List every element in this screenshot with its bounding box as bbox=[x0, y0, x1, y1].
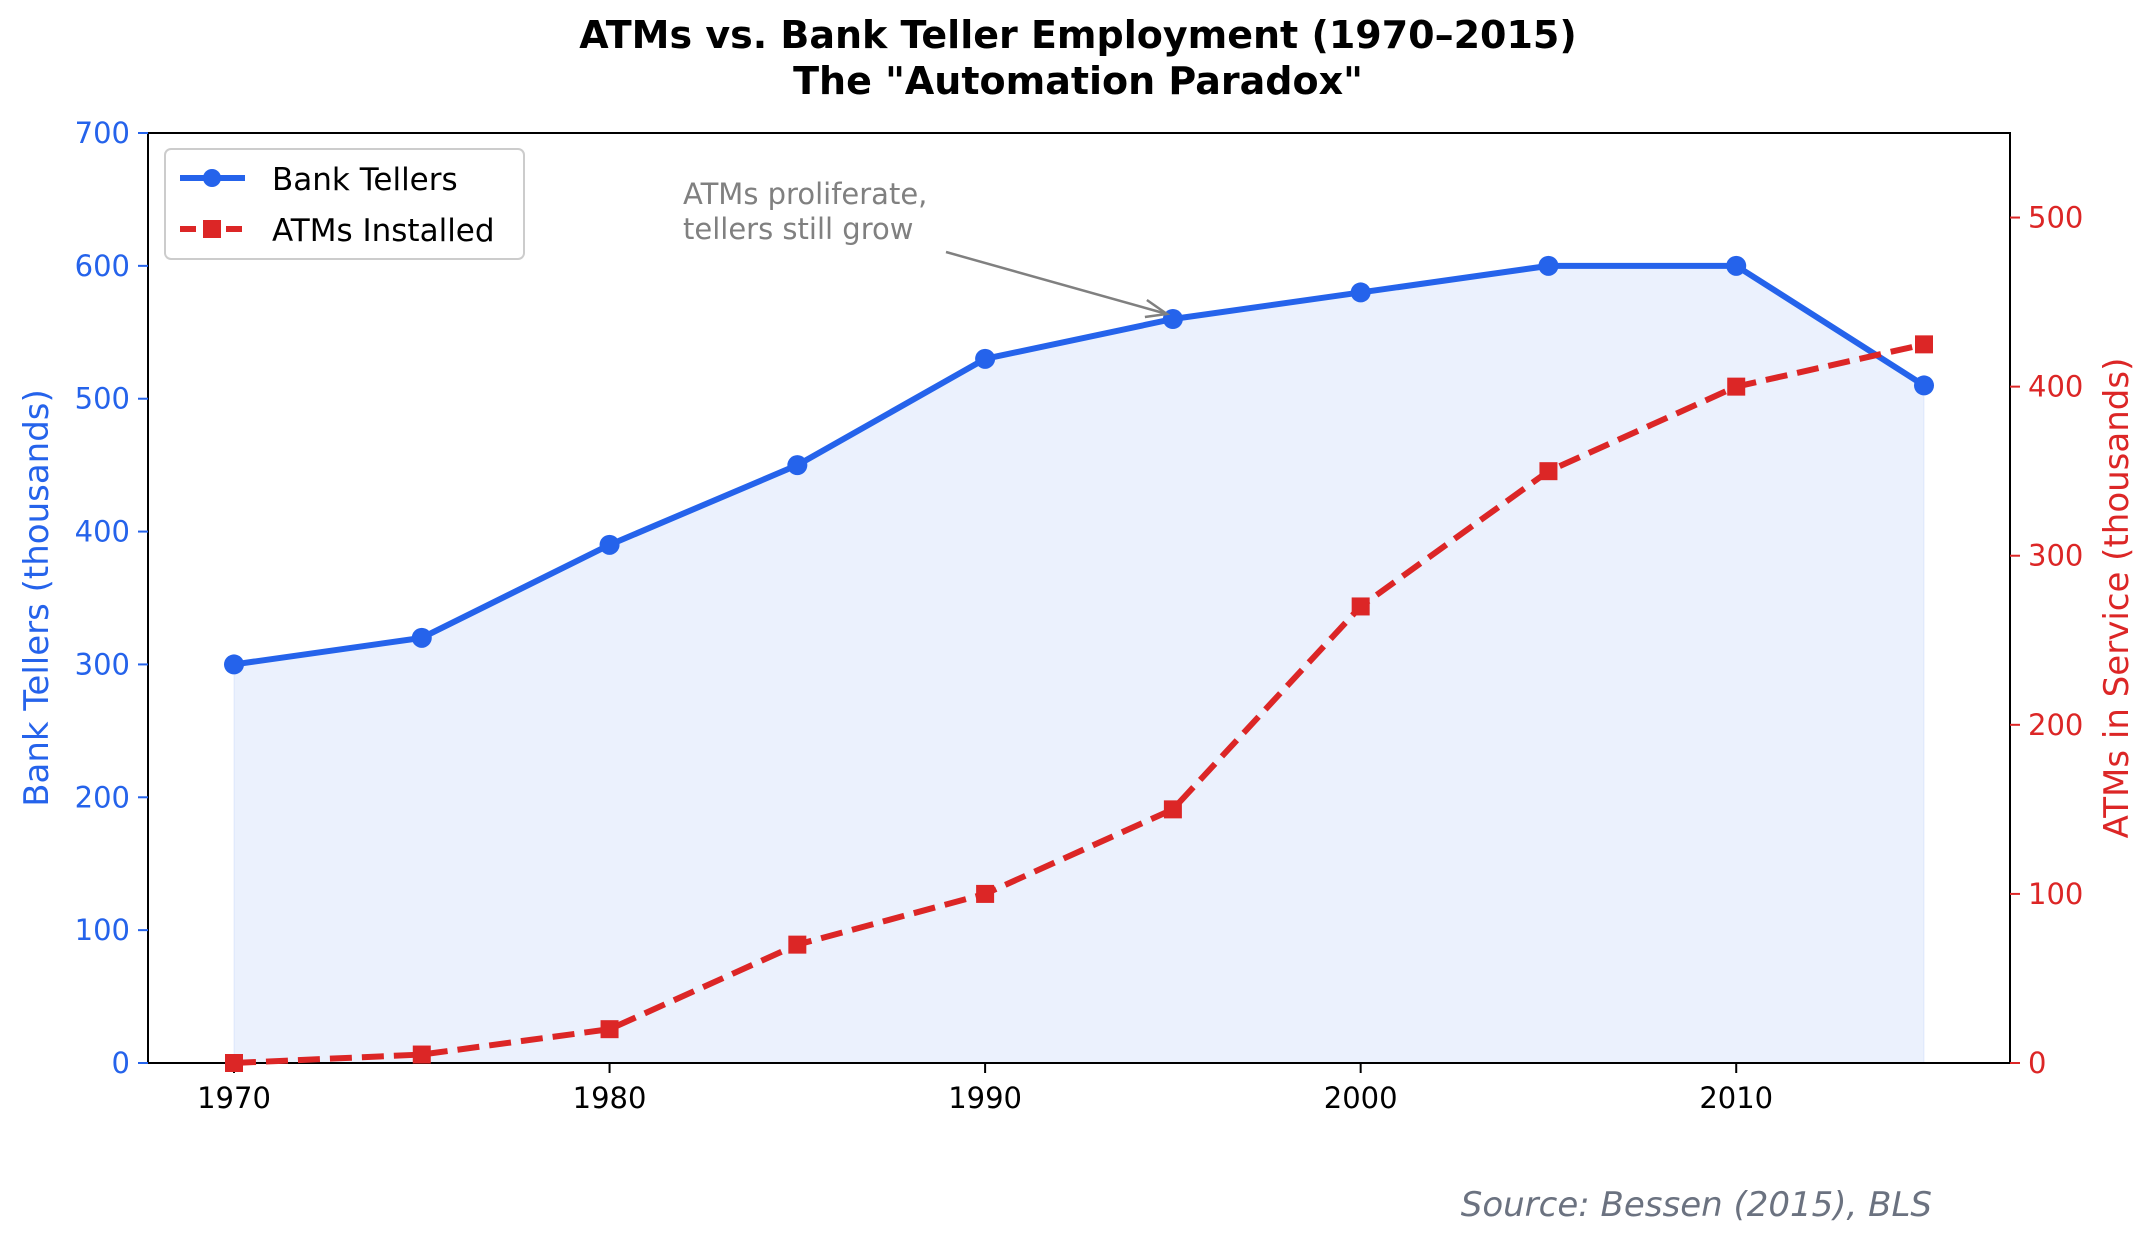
legend-marker-atms bbox=[203, 220, 221, 238]
y-left-tick-label: 0 bbox=[112, 1046, 130, 1080]
tellers-point bbox=[975, 348, 996, 369]
legend-marker-tellers bbox=[203, 169, 221, 187]
atms-point bbox=[1727, 377, 1746, 396]
tellers-point bbox=[1350, 282, 1371, 303]
legend: Bank Tellers ATMs Installed bbox=[164, 148, 525, 260]
annotation-line-1: ATMs proliferate, bbox=[683, 177, 927, 211]
annotation-line-2: tellers still grow bbox=[683, 212, 913, 246]
legend-box bbox=[164, 148, 525, 260]
y-left-tick-label: 300 bbox=[75, 647, 130, 681]
tellers-point bbox=[224, 654, 244, 675]
legend-label-tellers: Bank Tellers bbox=[272, 162, 458, 198]
atms-point bbox=[976, 884, 995, 903]
tellers-point bbox=[787, 455, 808, 476]
tellers-point bbox=[1726, 255, 1747, 276]
y-axis-label-right: ATMs in Service (thousands) bbox=[2097, 358, 2137, 839]
source-note: Source: Bessen (2015), BLS bbox=[1461, 1185, 1932, 1225]
y-left-tick-label: 500 bbox=[75, 382, 130, 416]
tellers-point bbox=[411, 627, 432, 648]
legend-label-atms: ATMs Installed bbox=[272, 213, 495, 249]
x-tick-label: 2010 bbox=[1699, 1081, 1773, 1115]
x-tick-label: 1980 bbox=[573, 1081, 647, 1115]
y-left-tick-label: 700 bbox=[75, 116, 130, 150]
y-left-tick-label: 100 bbox=[75, 913, 130, 947]
atms-line bbox=[233, 341, 1925, 1066]
x-tick-label: 2000 bbox=[1324, 1081, 1398, 1115]
atms-point bbox=[225, 1054, 243, 1072]
y-right-tick-label: 400 bbox=[2028, 370, 2083, 404]
atms-point bbox=[1915, 335, 1933, 354]
annotation-arrowhead bbox=[1144, 298, 1171, 319]
y-right-tick-label: 200 bbox=[2028, 708, 2083, 742]
y-left-tick-label: 400 bbox=[75, 515, 130, 549]
x-tick-label: 1990 bbox=[948, 1081, 1022, 1115]
tellers-point bbox=[1914, 375, 1934, 396]
tellers-area-fill bbox=[233, 265, 1925, 1064]
atms-point bbox=[1539, 462, 1558, 481]
chart-title: ATMs vs. Bank Teller Employment (1970–20… bbox=[579, 13, 1576, 57]
atms-point bbox=[412, 1045, 431, 1064]
tellers-point bbox=[599, 534, 620, 555]
y-right-tick-label: 500 bbox=[2028, 201, 2083, 235]
chart-subtitle: The "Automation Paradox" bbox=[793, 59, 1363, 103]
atms-point bbox=[788, 935, 807, 954]
y-left-tick-label: 200 bbox=[75, 780, 130, 814]
atms-point bbox=[1351, 597, 1370, 616]
tellers-point bbox=[1538, 255, 1559, 276]
annotation-arrow bbox=[945, 250, 1168, 316]
atms-point bbox=[600, 1020, 619, 1039]
tellers-line bbox=[233, 262, 1926, 668]
y-axis-label-left: Bank Tellers (thousands) bbox=[17, 389, 57, 807]
atms-point bbox=[1163, 800, 1182, 819]
x-tick-label: 1970 bbox=[197, 1081, 271, 1115]
plot-area: 1970 1980 1990 2000 201001002003004005006007… bbox=[75, 116, 2084, 1115]
y-right-tick-label: 300 bbox=[2028, 539, 2083, 573]
axes-frame bbox=[147, 132, 2011, 1064]
y-left-tick-label: 600 bbox=[75, 249, 130, 283]
y-right-tick-label: 100 bbox=[2028, 877, 2083, 911]
y-right-tick-label: 0 bbox=[2028, 1046, 2046, 1080]
